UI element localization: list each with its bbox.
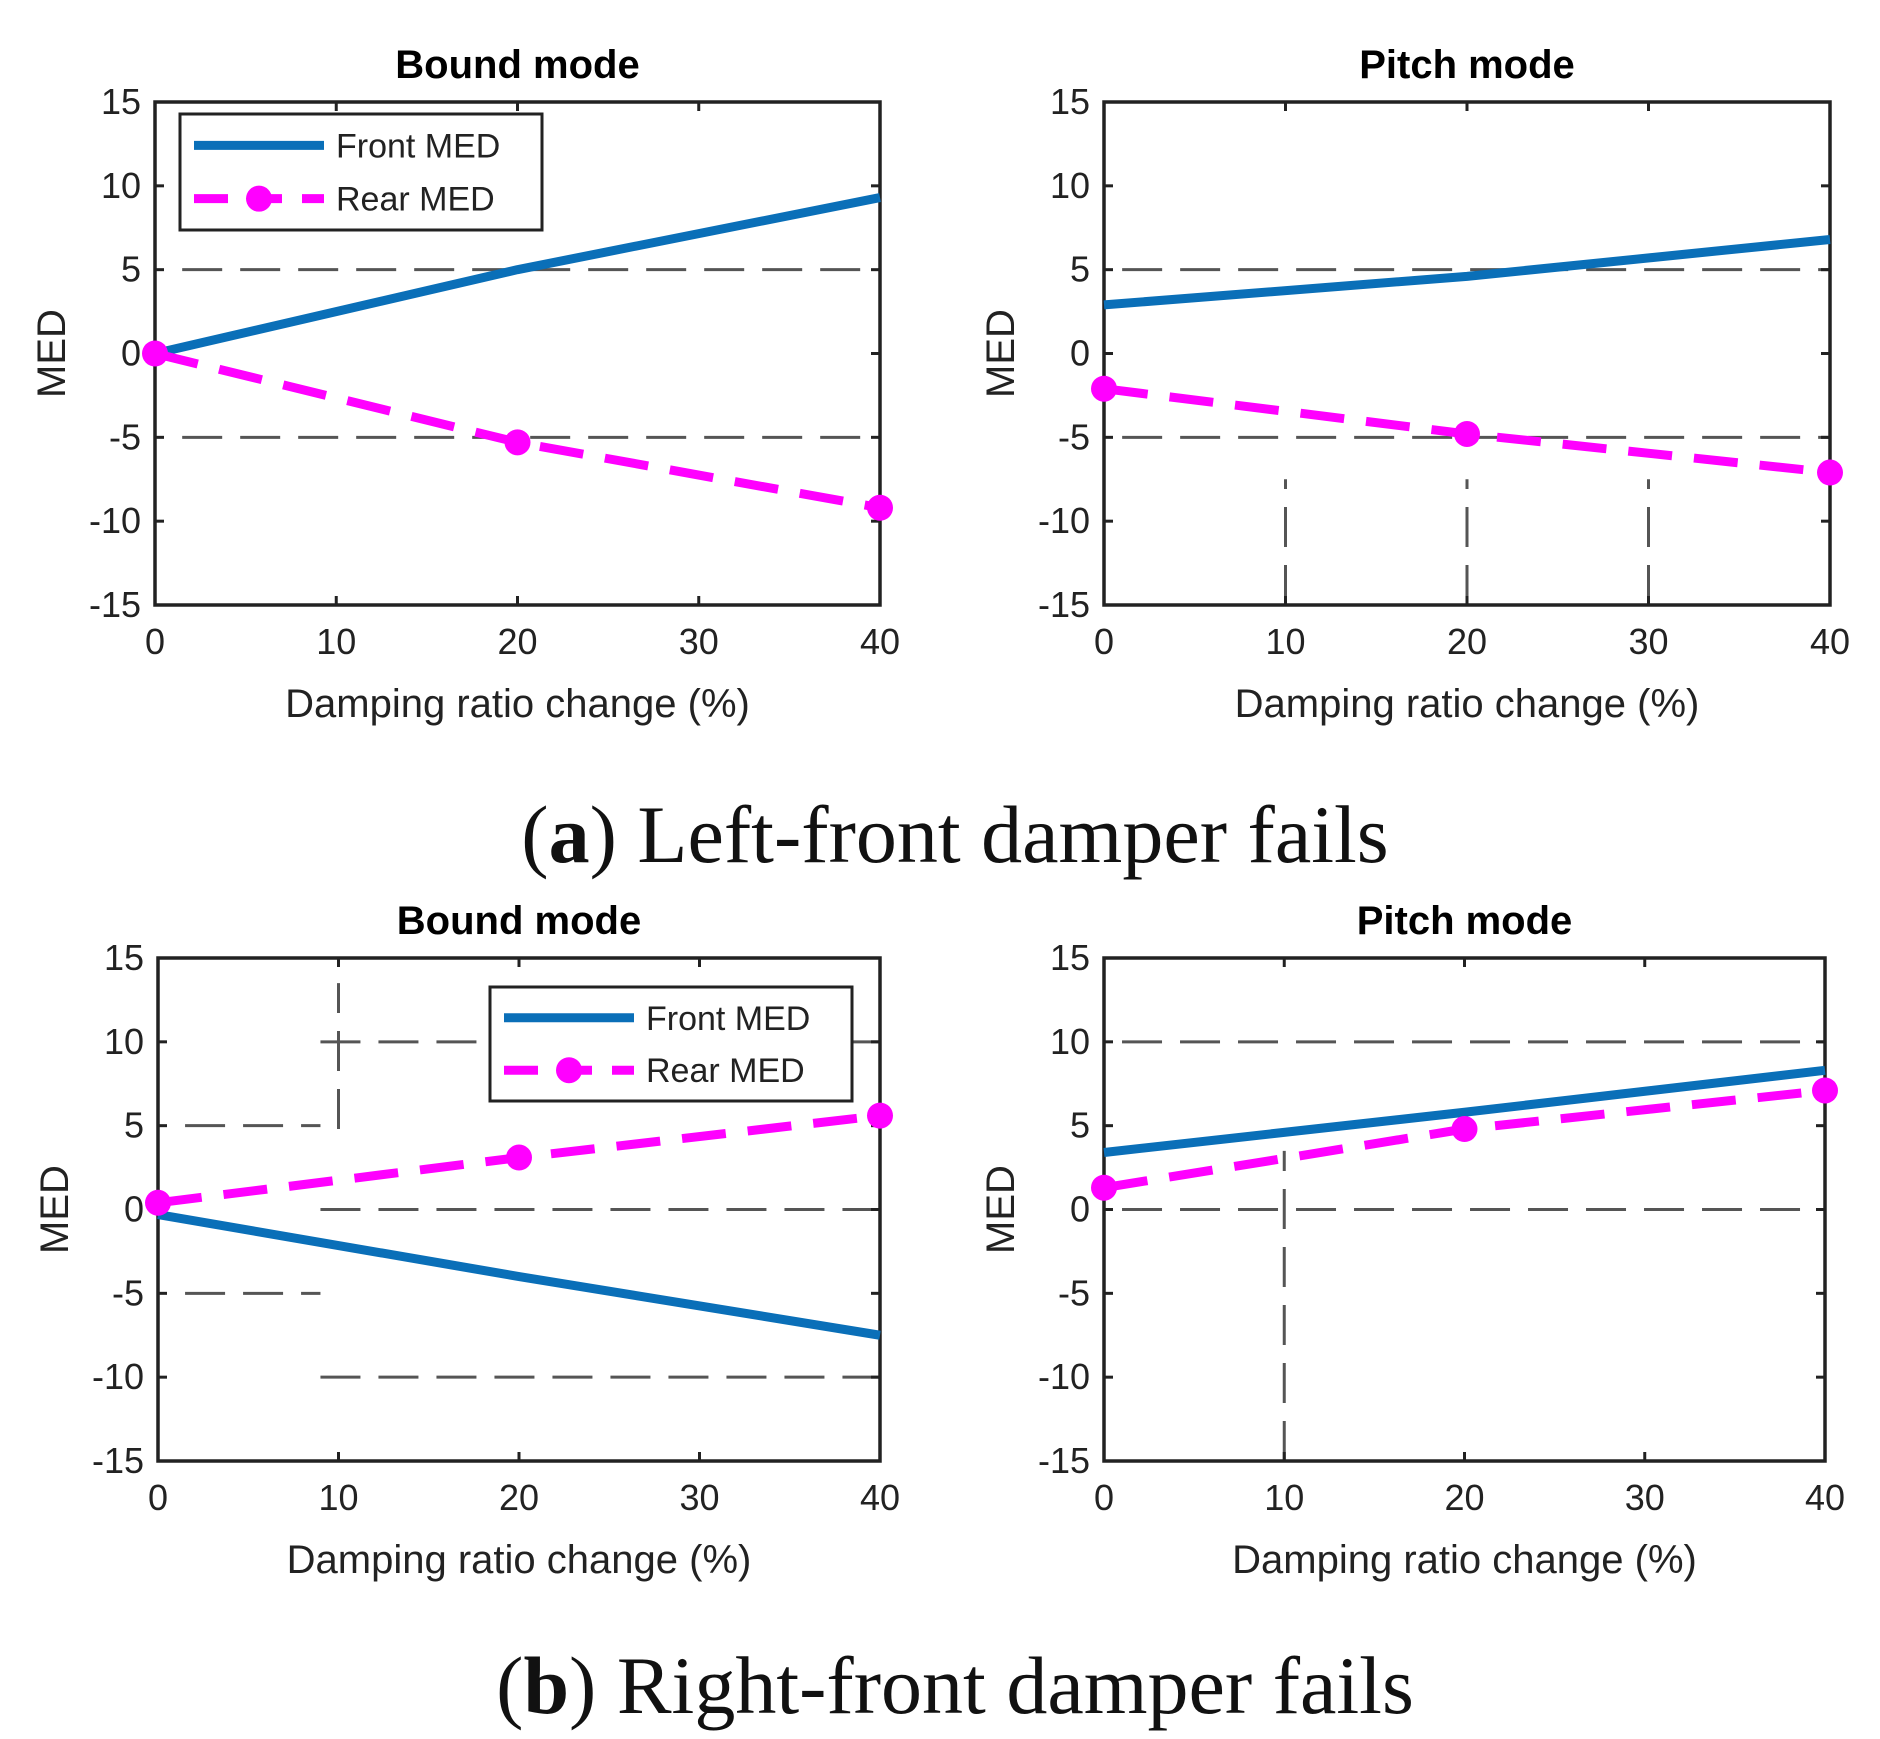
x-tick-label: 40 — [1810, 621, 1850, 662]
panel-a-pitch: Pitch mode 0 10 20 30 40 -15 -10 -5 0 5 10 15 Damping… — [979, 43, 1850, 726]
caption-b: (b) Right-front damper fails — [496, 1640, 1414, 1731]
caption-a-rest: ) Left-front damper fails — [590, 789, 1389, 880]
y-tick-label: -5 — [1058, 416, 1090, 457]
caption-a-letter: a — [549, 789, 590, 880]
x-tick-label: 10 — [316, 621, 356, 662]
chart-title: Bound mode — [397, 899, 641, 943]
y-tick-label: 15 — [101, 81, 141, 122]
x-tick-label: 0 — [148, 1477, 168, 1518]
legend-rear-label: Rear MED — [336, 181, 495, 219]
panel-b-pitch: Pitch mode 0 10 20 30 40 -15 -10 -5 0 5 10 15 Damping… — [979, 899, 1845, 1582]
caption-b-rest: ) Right-front damper fails — [569, 1640, 1414, 1731]
y-axis-label: MED — [979, 309, 1023, 398]
rear-med-marker — [1454, 420, 1480, 447]
y-tick-label: 0 — [124, 1189, 144, 1230]
y-tick-label: 10 — [101, 165, 141, 206]
y-axis-label: MED — [33, 1165, 77, 1254]
y-tick-label: 5 — [1070, 1105, 1090, 1146]
y-tick-label: 5 — [124, 1105, 144, 1146]
legend-front-label: Front MED — [336, 127, 500, 165]
x-tick-label: 30 — [679, 1477, 719, 1518]
rear-med-marker — [1451, 1116, 1478, 1143]
y-tick-label: 15 — [1050, 937, 1090, 978]
caption-a: (a) Left-front damper fails — [521, 789, 1388, 880]
legend-front-label: Front MED — [646, 1000, 810, 1038]
x-tick-label: 0 — [1094, 621, 1114, 662]
y-tick-label: -15 — [1038, 1440, 1090, 1481]
x-axis-label: Damping ratio change (%) — [1235, 682, 1700, 726]
rear-med-marker — [142, 340, 168, 367]
rear-med-marker — [1091, 375, 1117, 402]
rear-med-marker — [867, 1102, 893, 1129]
x-tick-label: 10 — [1265, 621, 1305, 662]
series-front-med — [1103, 1065, 1826, 1157]
y-tick-label: 15 — [1050, 81, 1090, 122]
y-tick-label: -15 — [1038, 584, 1090, 625]
x-tick-label: 10 — [1264, 1477, 1304, 1518]
x-tick-label: 30 — [1625, 1477, 1665, 1518]
legend-rear-label: Rear MED — [646, 1052, 805, 1090]
y-tick-label: -15 — [92, 1440, 144, 1481]
y-tick-label: -5 — [109, 416, 141, 457]
x-axis-label: Damping ratio change (%) — [287, 1538, 752, 1582]
x-tick-label: 0 — [145, 621, 165, 662]
y-tick-label: -10 — [1038, 1356, 1090, 1397]
y-tick-label: 10 — [104, 1021, 144, 1062]
rear-med-marker — [506, 1144, 532, 1171]
x-tick-label: 10 — [318, 1477, 358, 1518]
caption-a-open: ( — [521, 789, 548, 880]
x-tick-label: 20 — [499, 1477, 539, 1518]
panel-b-bound: Bound mode 0 10 20 30 40 -15 -10 -5 0 5 10 15 Damping… — [33, 899, 900, 1582]
x-tick-label: 20 — [1447, 621, 1487, 662]
y-tick-label: 0 — [121, 333, 141, 374]
x-tick-label: 0 — [1094, 1477, 1114, 1518]
x-tick-label: 20 — [497, 621, 537, 662]
x-axis-label: Damping ratio change (%) — [1232, 1538, 1697, 1582]
rear-med-marker — [867, 494, 893, 521]
chart-title: Pitch mode — [1357, 899, 1573, 943]
series-front-med — [157, 1210, 881, 1340]
x-tick-label: 40 — [860, 1477, 900, 1518]
x-tick-label: 40 — [1805, 1477, 1845, 1518]
caption-b-letter: b — [523, 1640, 569, 1731]
series-front-med — [153, 193, 881, 358]
y-axis-label: MED — [979, 1165, 1023, 1254]
y-tick-label: -10 — [1038, 500, 1090, 541]
chart-title: Bound mode — [395, 43, 639, 87]
y-tick-label: 5 — [1070, 249, 1090, 290]
x-axis-label: Damping ratio change (%) — [285, 682, 750, 726]
y-tick-label: 0 — [1070, 1189, 1090, 1230]
y-tick-label: -15 — [89, 584, 141, 625]
legend-box — [178, 112, 544, 232]
legend-rear-marker — [556, 1057, 582, 1084]
chart-title: Pitch mode — [1359, 43, 1575, 87]
y-tick-label: 0 — [1070, 333, 1090, 374]
legend-rear-marker — [246, 185, 272, 212]
y-tick-label: 10 — [1050, 1021, 1090, 1062]
y-tick-label: -5 — [1058, 1272, 1090, 1313]
legend-box — [488, 985, 854, 1103]
rear-med-marker — [1817, 459, 1843, 486]
y-tick-label: -10 — [92, 1356, 144, 1397]
x-tick-label: 30 — [1628, 621, 1668, 662]
y-axis-label: MED — [30, 309, 74, 398]
series-front-med — [1103, 235, 1831, 310]
x-tick-label: 20 — [1444, 1477, 1484, 1518]
panel-a-bound: Bound mode 0 10 20 30 40 -15 -10 -5 0 5 10 15 Damping… — [30, 43, 900, 726]
x-tick-label: 40 — [860, 621, 900, 662]
rear-med-marker — [1812, 1077, 1838, 1104]
x-tick-label: 30 — [679, 621, 719, 662]
rear-med-marker — [1091, 1174, 1117, 1201]
rear-med-marker — [145, 1189, 171, 1216]
y-tick-label: -10 — [89, 500, 141, 541]
y-tick-label: -5 — [112, 1272, 144, 1313]
y-tick-label: 10 — [1050, 165, 1090, 206]
y-tick-label: 5 — [121, 249, 141, 290]
rear-med-marker — [504, 429, 531, 456]
y-tick-label: 15 — [104, 937, 144, 978]
caption-b-open: ( — [496, 1640, 523, 1731]
